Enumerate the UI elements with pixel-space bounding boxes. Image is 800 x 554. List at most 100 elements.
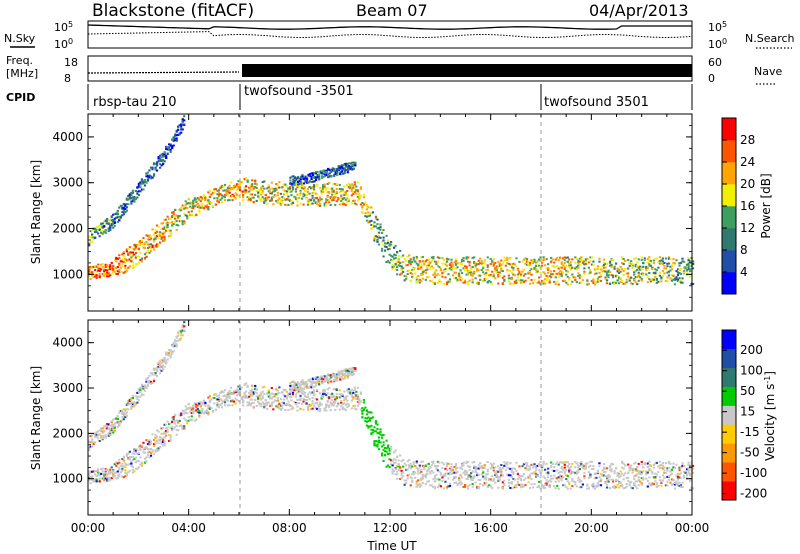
velocity-echo-cell [213,396,216,399]
velocity-echo-cell [660,466,663,469]
power-echo-cell [292,178,295,181]
power-echo-cell [402,270,405,273]
velocity-echo-cell [219,404,222,407]
power-echo-cell [338,203,341,206]
power-echo-cell [296,183,300,186]
power-echo-cell [494,267,497,270]
power-echo-cell [133,196,136,199]
velocity-echo-cell [637,471,640,474]
power-echo-cell [186,207,189,210]
power-echo-cell [112,268,115,271]
power-echo-cell [137,255,141,258]
power-echo-cell [528,282,532,285]
velocity-echo-cell [193,403,196,406]
power-echo-cell [216,193,219,196]
velocity-echo-cell [109,424,112,427]
velocity-echo-cell [115,421,118,424]
velocity-echo-cell [593,477,597,480]
power-echo-cell [441,275,444,278]
power-echo-cell [512,282,515,285]
velocity-echo-cell [622,467,625,470]
velocity-echo-cell [528,468,532,471]
power-echo-cell [409,258,412,261]
power-echo-cell [110,224,113,227]
velocity-echo-cell [119,464,122,467]
velocity-echo-cell [666,475,669,478]
velocity-echo-cell [290,395,293,398]
power-echo-cell [312,185,316,188]
power-echo-cell [149,250,153,253]
power-echo-cell [272,190,275,193]
velocity-echo-cell [454,464,458,467]
power-echo-cell [134,245,138,248]
power-echo-cell [155,162,159,165]
velocity-echo-cell [294,393,298,396]
power-cbar-tick-label: 24 [740,155,755,169]
power-echo-cell [346,169,349,172]
power-echo-cell [577,261,580,264]
power-echo-cell [175,228,178,231]
velocity-echo-cell [127,452,130,455]
power-echo-cell [417,265,420,268]
velocity-echo-cell [92,443,95,446]
velocity-echo-cell [371,431,375,434]
power-echo-cell [415,276,418,279]
velocity-echo-cell [113,475,116,478]
velocity-echo-cell [497,465,500,468]
velocity-echo-cell [578,462,581,465]
velocity-echo-cell [510,476,513,479]
velocity-echo-cell [577,471,580,474]
velocity-echo-cell [534,467,538,470]
power-echo-cell [513,263,517,266]
velocity-echo-cell [486,485,489,488]
power-echo-cell [420,280,423,283]
power-echo-cell [486,268,489,271]
power-echo-cell [116,213,119,216]
velocity-echo-cell [97,474,100,477]
power-echo-cell [608,260,612,263]
power-echo-cell [473,262,476,265]
velocity-echo-cell [510,469,513,472]
power-echo-cell [119,215,122,218]
velocity-echo-cell [512,471,515,474]
power-echo-cell [420,256,423,259]
power-echo-cell [352,199,355,202]
velocity-echo-cell [454,468,458,471]
power-echo-cell [308,185,311,188]
velocity-echo-cell [291,406,295,409]
power-echo-cell [112,213,115,216]
velocity-echo-cell [98,439,101,442]
power-echo-cell [556,256,559,259]
power-echo-cell [122,255,125,258]
velocity-echo-cell [583,477,586,480]
velocity-echo-cell [673,487,677,490]
velocity-echo-cell [95,433,98,436]
velocity-echo-cell [624,472,627,475]
velocity-echo-cell [353,386,356,389]
power-echo-cell [483,259,486,262]
power-echo-cell [391,255,394,258]
power-echo-cell [128,251,131,254]
velocity-echo-cell [663,471,666,474]
velocity-echo-cell [297,390,301,393]
power-echo-cell [161,152,165,155]
power-echo-cell [554,258,557,261]
velocity-echo-cell [157,449,160,452]
power-echo-cell [652,278,655,281]
velocity-echo-cell [125,408,128,411]
power-echo-cell [348,166,351,169]
power-echo-cell [340,190,343,193]
velocity-echo-cell [536,464,539,467]
power-echo-cell [628,261,631,264]
velocity-echo-cell [676,472,680,475]
power-echo-cell [583,263,586,266]
velocity-echo-cell [432,471,435,474]
power-echo-cell [675,270,678,273]
velocity-echo-cell [522,478,526,481]
power-echo-cell [660,277,663,280]
power-echo-cell [636,261,639,264]
power-echo-cell [403,275,406,278]
power-echo-cell [426,266,429,269]
velocity-echo-cell [207,404,210,407]
velocity-echo-cell [379,433,382,436]
